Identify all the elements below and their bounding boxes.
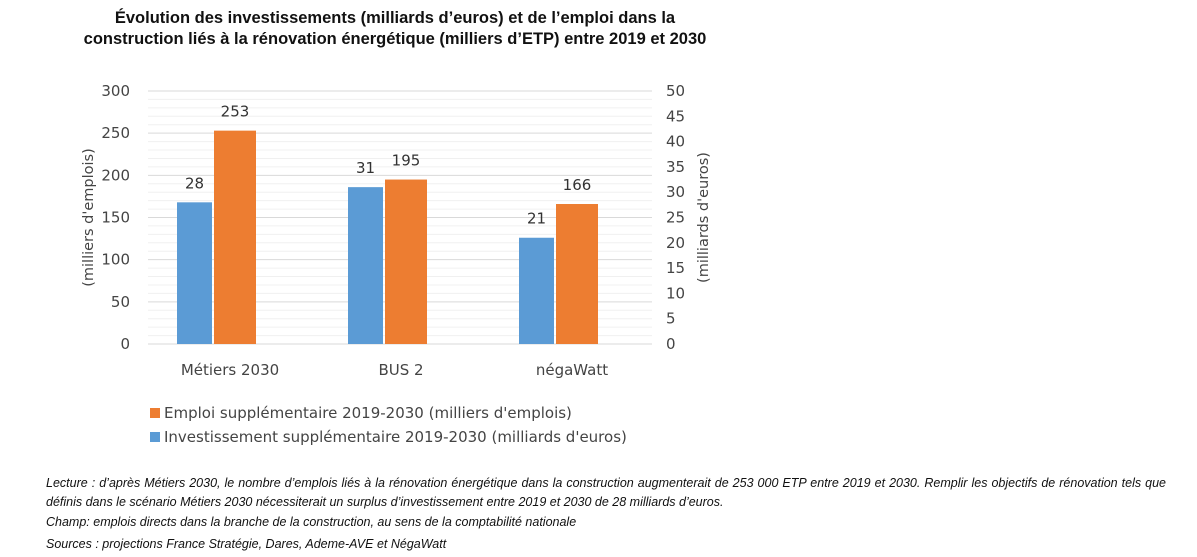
y-left-tick-label: 200 bbox=[101, 166, 130, 184]
data-label-investissement: 28 bbox=[185, 174, 204, 192]
y-left-tick-label: 0 bbox=[120, 335, 130, 353]
y-right-tick-label: 25 bbox=[666, 209, 685, 227]
y-right-tick-label: 45 bbox=[666, 107, 685, 125]
y-left-tick-label: 100 bbox=[101, 251, 130, 269]
bar-investissement bbox=[348, 187, 383, 344]
bar-emploi bbox=[214, 130, 256, 344]
y-left-tick-label: 150 bbox=[101, 209, 130, 227]
bar-investissement bbox=[177, 202, 212, 344]
data-label-emploi: 195 bbox=[392, 152, 421, 170]
data-label-investissement: 31 bbox=[356, 159, 375, 177]
y-right-tick-label: 35 bbox=[666, 158, 685, 176]
y-right-tick-label: 40 bbox=[666, 133, 685, 151]
y-right-tick-label: 15 bbox=[666, 259, 685, 277]
y-left-tick-label: 50 bbox=[111, 293, 130, 311]
chart-title-line-1: Évolution des investissements (milliards… bbox=[114, 9, 676, 27]
x-tick-label: Métiers 2030 bbox=[181, 361, 279, 379]
y-left-tick-label: 300 bbox=[101, 82, 130, 100]
bar-emploi bbox=[385, 179, 427, 344]
note-champ: Champ: emplois directs dans la branche d… bbox=[46, 515, 577, 529]
chart-title-line-2: construction liés à la rénovation énergé… bbox=[83, 30, 707, 48]
legend-item-investissement: Investissement supplémentaire 2019-2030 … bbox=[150, 428, 627, 446]
bar-investissement bbox=[519, 237, 554, 344]
legend-swatch-orange bbox=[150, 408, 160, 418]
y-right-tick-label: 0 bbox=[666, 335, 676, 353]
y-right-tick-label: 10 bbox=[666, 284, 685, 302]
legend-swatch-blue bbox=[150, 432, 160, 442]
bar-emploi bbox=[556, 204, 598, 344]
x-tick-label: BUS 2 bbox=[378, 361, 423, 379]
note-lecture: Lecture : d’après Métiers 2030, le nombr… bbox=[46, 476, 1166, 509]
legend-label: Emploi supplémentaire 2019-2030 (millier… bbox=[164, 404, 572, 422]
y-left-tick-label: 250 bbox=[101, 124, 130, 142]
x-tick-label: négaWatt bbox=[536, 361, 608, 379]
data-label-emploi: 253 bbox=[221, 103, 250, 121]
y-right-tick-label: 50 bbox=[666, 82, 685, 100]
data-label-investissement: 21 bbox=[527, 210, 546, 228]
y-right-axis-label: (milliards d'euros) bbox=[696, 152, 712, 283]
legend-item-emploi: Emploi supplémentaire 2019-2030 (millier… bbox=[150, 404, 572, 422]
y-right-tick-label: 30 bbox=[666, 183, 685, 201]
y-right-tick-label: 5 bbox=[666, 310, 676, 328]
note-sources: Sources : projections France Stratégie, … bbox=[46, 537, 447, 551]
legend-label: Investissement supplémentaire 2019-2030 … bbox=[164, 428, 627, 446]
chart-title: Évolution des investissements (milliards… bbox=[0, 8, 790, 50]
data-label-emploi: 166 bbox=[563, 176, 592, 194]
y-left-axis-label: (milliers d'emplois) bbox=[81, 148, 97, 287]
chart: 0 50 100 150 200 250 300 0 5 10 15 20 25 30 35 40 45 50 (m… bbox=[81, 82, 712, 379]
y-right-tick-label: 20 bbox=[666, 234, 685, 252]
